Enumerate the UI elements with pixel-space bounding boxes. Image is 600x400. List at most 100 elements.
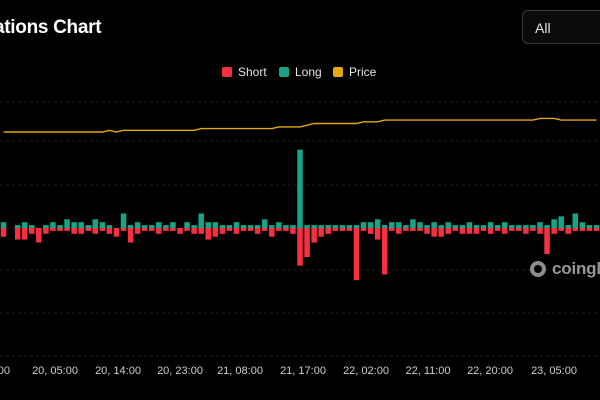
legend-item-long[interactable]: Long [279, 65, 322, 79]
long-bar [466, 222, 473, 228]
x-tick-label: 22, 11:00 [405, 365, 450, 377]
short-bar [530, 228, 536, 231]
short-bar [297, 228, 303, 266]
short-bar [99, 228, 106, 231]
long-bar [565, 225, 571, 228]
short-bar [254, 228, 261, 234]
x-tick-label: 20, 23:00 [157, 365, 203, 377]
legend: Short Long Price [0, 65, 600, 81]
short-bar [304, 228, 310, 257]
short-bar [579, 228, 586, 231]
short-bar [283, 228, 289, 231]
long-bar [120, 213, 127, 228]
long-bar [544, 225, 550, 228]
chart-title: ations Chart [0, 17, 102, 38]
range-select[interactable]: All [522, 10, 600, 44]
long-bar [198, 213, 204, 228]
short-bar [21, 228, 28, 240]
short-bar [445, 228, 451, 234]
short-bar [64, 228, 70, 231]
short-bar [593, 228, 600, 231]
legend-label-long: Long [295, 65, 322, 79]
short-bar [410, 228, 416, 231]
short-bar [14, 228, 21, 240]
short-bar [480, 228, 487, 231]
x-tick-label: 21, 17:00 [280, 365, 326, 377]
price-line [3, 117, 597, 133]
long-bar [92, 219, 99, 228]
short-bar [226, 228, 233, 231]
long-bar [170, 222, 176, 228]
short-bar [523, 228, 529, 234]
long-bar [509, 225, 515, 228]
short-bar [184, 228, 190, 231]
short-bar [318, 228, 324, 237]
long-bar [473, 225, 480, 228]
short-bar [424, 228, 430, 234]
long-bar [219, 225, 226, 228]
long-bar [586, 225, 593, 228]
short-bar [431, 228, 437, 237]
long-bar [297, 149, 303, 228]
long-bar [332, 225, 339, 228]
long-bar [283, 225, 289, 228]
long-bar [403, 225, 409, 228]
long-bar [396, 222, 402, 228]
short-bar [332, 228, 339, 231]
long-bar [438, 225, 444, 228]
short-bar [134, 228, 141, 234]
long-bar [325, 225, 331, 228]
legend-swatch-price [333, 67, 343, 77]
long-bar [346, 225, 353, 228]
short-bar [219, 228, 226, 234]
short-bar [92, 228, 99, 234]
short-bar [170, 228, 176, 231]
long-bar [572, 213, 579, 228]
range-select-value: All [535, 20, 551, 36]
short-bar [71, 228, 77, 234]
short-bar [269, 228, 275, 237]
short-bar [78, 228, 84, 234]
short-bar [452, 228, 459, 231]
legend-swatch-short [222, 67, 232, 77]
short-bar [240, 228, 247, 231]
long-bar [367, 222, 374, 228]
long-bar [261, 219, 268, 228]
long-bar [381, 225, 388, 228]
short-bar [360, 228, 367, 231]
x-tick-label: 00 [0, 365, 10, 377]
x-tick-label: 21, 08:00 [217, 365, 263, 377]
long-bar [240, 225, 247, 228]
short-bar [113, 228, 120, 237]
short-bar [0, 228, 7, 237]
long-bar [290, 225, 296, 228]
short-bar [85, 228, 91, 231]
short-bar [339, 228, 346, 231]
legend-item-price[interactable]: Price [333, 65, 376, 79]
legend-item-short[interactable]: Short [222, 65, 267, 79]
short-bar [29, 228, 35, 234]
long-bar [57, 225, 63, 228]
long-bar [50, 222, 56, 228]
long-bar [339, 225, 346, 228]
short-bar [586, 228, 593, 231]
long-bar [134, 222, 141, 228]
short-bar [149, 228, 155, 231]
short-bar [367, 228, 374, 234]
short-bar [558, 228, 564, 231]
legend-label-price: Price [349, 65, 377, 79]
short-bar [247, 228, 254, 231]
short-bar [325, 228, 331, 234]
short-bar [389, 228, 395, 231]
short-bar [417, 228, 423, 231]
legend-swatch-long [279, 67, 289, 77]
long-bar [254, 225, 261, 228]
long-bar [226, 225, 233, 228]
long-bar [530, 225, 536, 228]
short-bar [233, 228, 240, 234]
long-bar [431, 222, 437, 228]
short-bar [311, 228, 317, 243]
short-bar [565, 228, 571, 234]
long-bar [579, 222, 586, 228]
x-tick-label: 20, 14:00 [95, 365, 141, 377]
